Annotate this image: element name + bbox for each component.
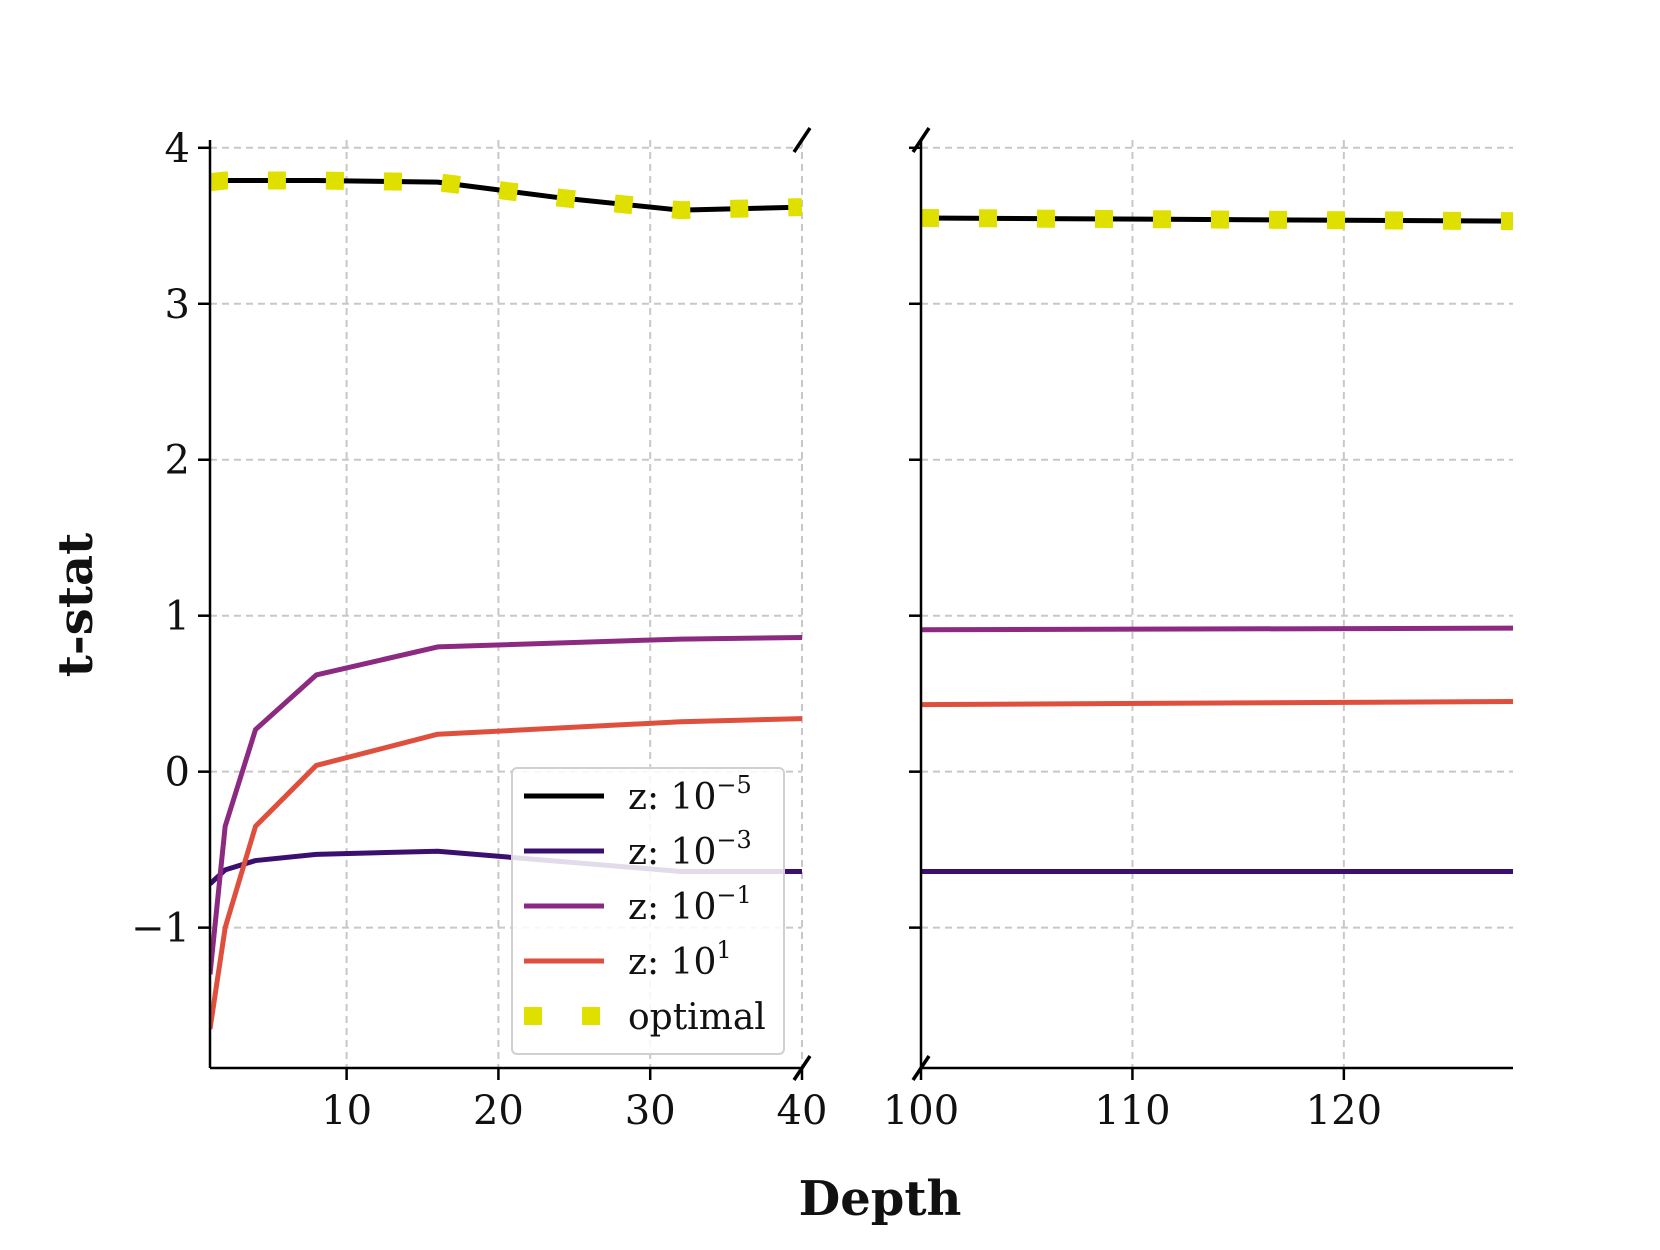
series-line-1	[210, 178, 802, 213]
legend-label-exponent: −3	[716, 826, 751, 854]
x-tick-label: 10	[321, 1088, 372, 1134]
legend-label-exponent: 1	[716, 936, 731, 964]
y-tick-label: 2	[165, 438, 190, 484]
legend-label: z: 101	[628, 936, 732, 983]
legend-label-exponent: −1	[716, 881, 751, 909]
x-axis-title: Depth	[799, 1171, 962, 1227]
y-tick-label: 3	[165, 282, 190, 328]
axis-break-mark	[911, 1055, 931, 1081]
grid-layer	[210, 140, 1513, 1068]
x-tick-label: 30	[625, 1088, 676, 1134]
x-tick-label: 120	[1306, 1088, 1382, 1134]
series-line-3	[921, 625, 1513, 633]
legend-box	[511, 767, 785, 1055]
axes-layer: −1 0 1 2 3 4 10 20 30 40 100 110 120	[131, 126, 1513, 1134]
x-tick-label: 40	[777, 1088, 828, 1134]
series-layer	[210, 171, 1513, 1030]
y-axis-title: t-stat	[48, 533, 104, 678]
series-line-3	[210, 635, 802, 975]
x-tick-label: 100	[883, 1088, 959, 1134]
axis-break-mark	[792, 1055, 812, 1081]
y-tick-label: 1	[165, 594, 190, 640]
series-line-5	[210, 171, 802, 220]
legend-label-exponent: −5	[716, 771, 751, 799]
y-tick-label: −1	[131, 906, 190, 952]
legend-label: optimal	[628, 997, 766, 1038]
series-line-5	[921, 208, 1513, 231]
series-line-4	[921, 698, 1513, 708]
y-tick-label: 0	[165, 750, 190, 796]
y-tick-label: 4	[165, 126, 190, 172]
axis-break-mark	[792, 127, 812, 153]
x-tick-label: 20	[473, 1088, 524, 1134]
x-tick-label: 110	[1094, 1088, 1170, 1134]
series-line-4	[210, 716, 802, 1030]
axis-break-mark	[911, 127, 931, 153]
